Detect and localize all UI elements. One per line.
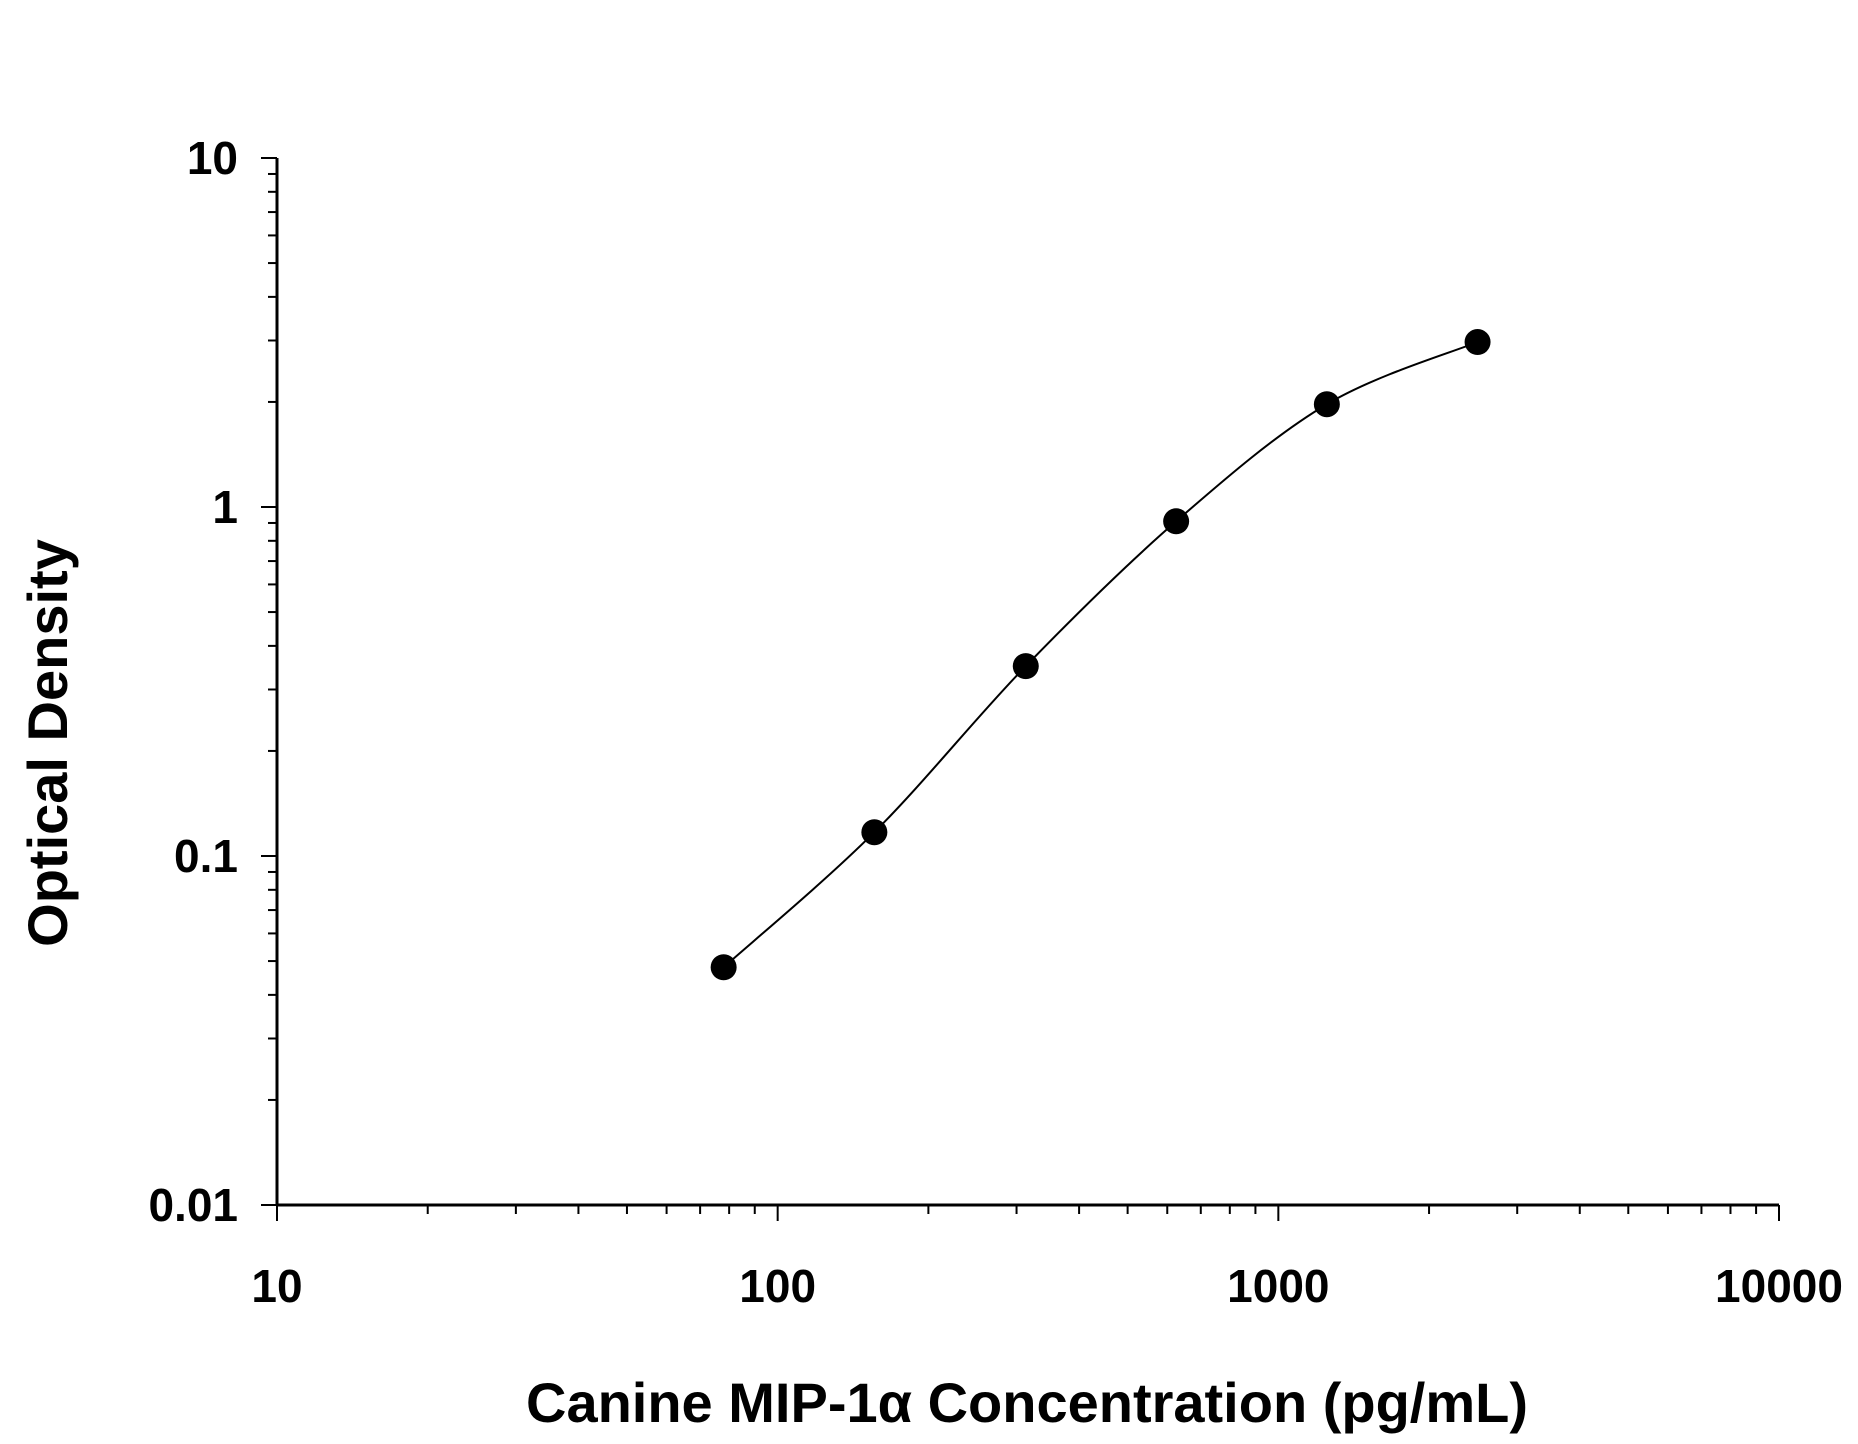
data-point (861, 819, 888, 846)
y-axis-title: Optical Density (16, 539, 79, 947)
ticks (261, 157, 1780, 1221)
x-tick-label: 10 (251, 1260, 302, 1312)
data-point (1313, 391, 1340, 418)
x-tick-label: 100 (739, 1260, 816, 1312)
y-tick-label: 0.01 (148, 1179, 238, 1231)
data-point (1464, 329, 1491, 356)
y-tick-label: 0.1 (174, 830, 238, 882)
y-tick-label: 1 (212, 481, 238, 533)
x-tick-label: 1000 (1227, 1260, 1329, 1312)
tick-labels: 10 100 1000 10000 0.01 0.1 1 10 (148, 132, 1842, 1312)
x-axis-title: Canine MIP-1α Concentration (pg/mL) (526, 1371, 1528, 1434)
y-tick-label: 10 (187, 132, 238, 184)
data-point (1163, 508, 1190, 535)
x-tick-label: 10000 (1715, 1260, 1843, 1312)
data-point (1012, 653, 1039, 680)
axes (275, 158, 1779, 1207)
data-points (710, 329, 1491, 981)
data-point (710, 954, 737, 981)
fit-curve (722, 341, 1478, 968)
